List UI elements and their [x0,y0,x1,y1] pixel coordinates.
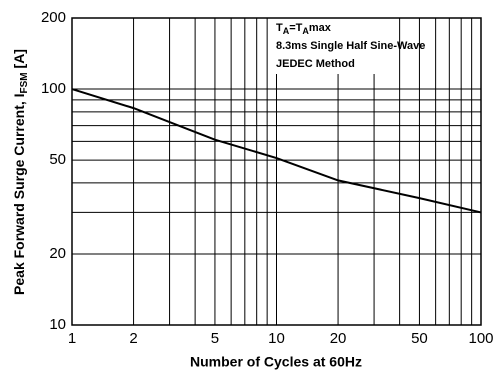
annotation-line: TA=TAmax [276,22,332,36]
annotation-part: A [283,26,290,36]
annotation-part: =T [289,22,302,34]
x-tick-label: 1 [68,330,76,347]
data-line [71,88,482,214]
y-label-part: Peak Forward Surge Current, I [11,93,27,295]
x-tick-label: 100 [468,330,493,347]
annotation-part: A [302,26,309,36]
annotation-line: JEDEC Method [276,58,355,70]
y-label-part: [A] [11,49,27,72]
annotation-part: T [276,22,283,34]
marks [71,88,482,214]
y-label-part: FSM [19,72,30,93]
y-tick-label: 100 [41,80,66,97]
y-tick-label: 20 [49,245,66,262]
annotation-part: max [309,22,332,34]
x-tick-label: 20 [330,330,347,347]
annotation-box [272,18,376,74]
x-axis-label: Number of Cycles at 60Hz [190,354,362,370]
y-tick-label: 50 [49,151,66,168]
x-tick-label: 2 [129,330,137,347]
plot-frame [71,17,482,326]
x-tick-label: 5 [211,330,219,347]
y-axis-label: Peak Forward Surge Current, IFSM [A] [11,49,30,295]
y-tick-label: 200 [41,9,66,26]
x-tick-label: 10 [268,330,285,347]
x-tick-label: 50 [411,330,428,347]
y-tick-label: 10 [49,316,66,333]
annotation-line: 8.3ms Single Half Sine-Wave [276,40,425,52]
